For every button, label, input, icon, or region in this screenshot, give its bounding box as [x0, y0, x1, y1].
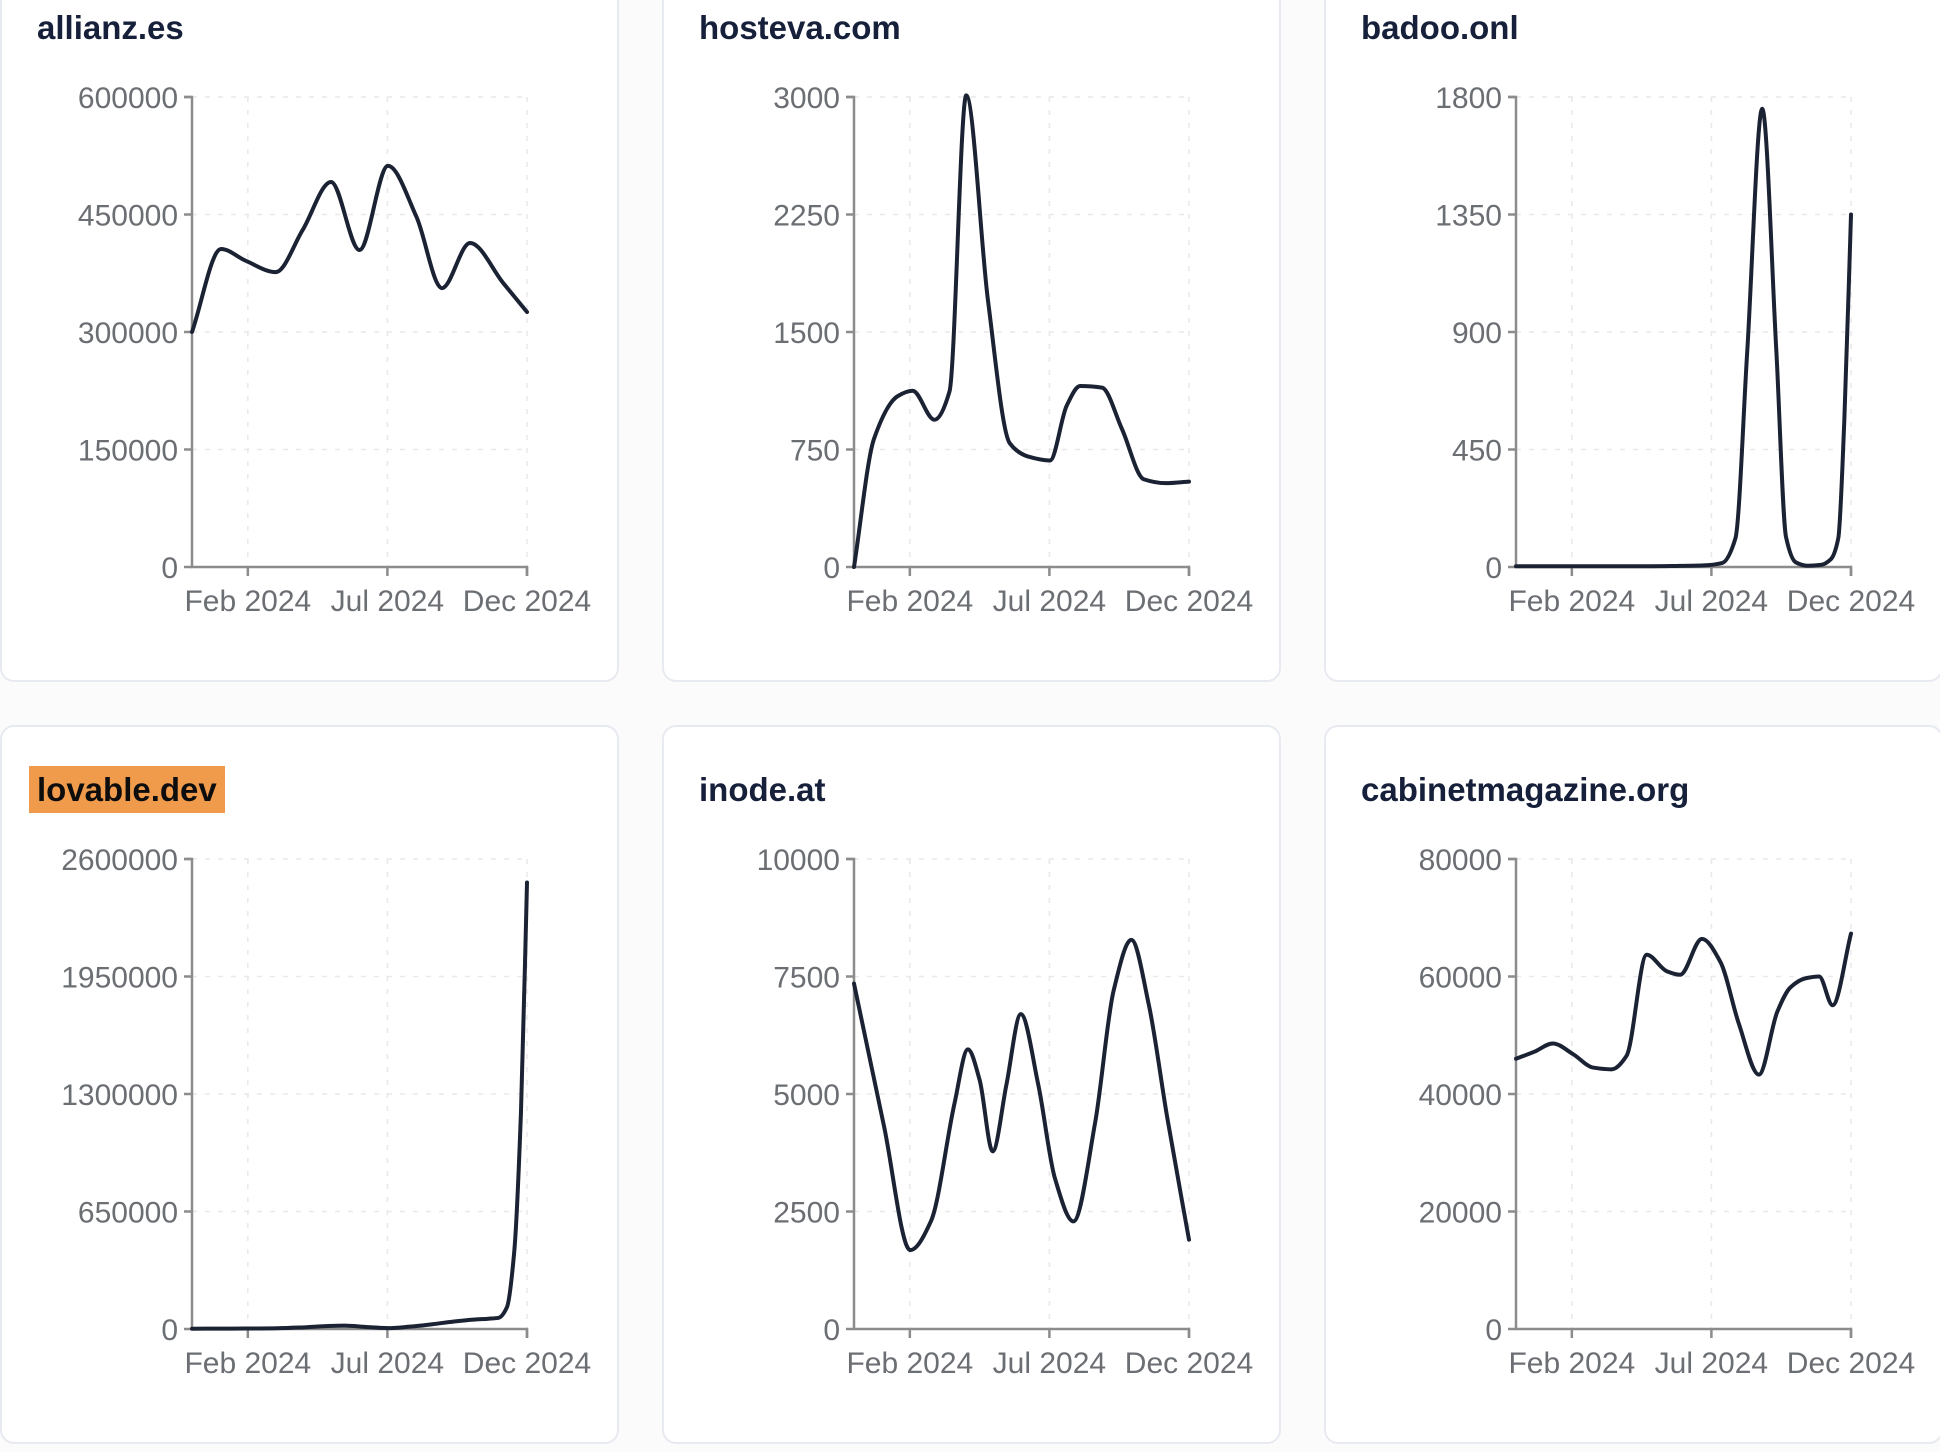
y-tick-label: 7500: [773, 962, 840, 995]
x-tick-label: Jul 2024: [1655, 1347, 1768, 1380]
traffic-chart: 0 2500 5000 7500 10000 Feb 2024 Jul 2024 Dec 20…: [757, 844, 1254, 1380]
domain-title[interactable]: hosteva.com: [699, 9, 901, 47]
y-tick-label: 1350: [1435, 200, 1502, 233]
x-tick-label: Feb 2024: [846, 1347, 973, 1380]
traffic-line: [190, 163, 529, 334]
axis: [184, 95, 529, 576]
x-tick-label: Jul 2024: [331, 585, 444, 618]
gridlines: [1516, 96, 1852, 567]
y-tick-label: 750: [790, 435, 840, 468]
domain-title-text: inode.at: [699, 771, 826, 808]
x-tick-label: Dec 2024: [463, 1347, 591, 1380]
domain-title[interactable]: allianz.es: [37, 9, 184, 47]
y-tick-label: 650000: [78, 1197, 178, 1230]
y-tick-label: 0: [161, 552, 178, 585]
y-tick-label: 150000: [78, 435, 178, 468]
x-tick-label: Feb 2024: [846, 585, 973, 618]
y-tick-label: 1300000: [61, 1079, 178, 1112]
y-tick-label: 3000: [773, 82, 840, 115]
domain-title[interactable]: lovable.dev: [29, 766, 225, 813]
x-tick-label: Dec 2024: [1125, 1347, 1253, 1380]
y-tick-label: 450: [1452, 435, 1502, 468]
domain-title[interactable]: badoo.onl: [1361, 9, 1519, 47]
domain-title[interactable]: inode.at: [699, 771, 826, 809]
domain-title-text: badoo.onl: [1361, 9, 1519, 46]
chart-card-allianz.es: allianz.es 0 150000 300000 450000 600000 Feb 2…: [0, 0, 619, 682]
gridlines: [1516, 858, 1852, 1329]
traffic-chart: 0 150000 300000 450000 600000 Feb 2024 Jul 202…: [78, 82, 591, 618]
traffic-line: [1514, 106, 1853, 569]
traffic-chart: 0 650000 1300000 1950000 2600000 Feb 2024 Jul …: [61, 844, 591, 1380]
axis: [1508, 95, 1853, 576]
x-tick-label: Dec 2024: [1787, 585, 1915, 618]
y-tick-label: 1800: [1435, 82, 1502, 115]
domain-title-text: hosteva.com: [699, 9, 901, 46]
y-tick-label: 0: [1485, 552, 1502, 585]
x-tick-label: Feb 2024: [184, 1347, 311, 1380]
axis: [846, 95, 1191, 576]
axis: [1508, 857, 1853, 1338]
y-tick-label: 2600000: [61, 844, 178, 877]
traffic-line: [852, 93, 1191, 569]
y-tick-label: 10000: [757, 844, 840, 877]
y-tick-label: 40000: [1419, 1079, 1502, 1112]
y-tick-label: 0: [823, 1314, 840, 1347]
x-tick-label: Dec 2024: [1125, 585, 1253, 618]
y-tick-label: 900: [1452, 317, 1502, 350]
traffic-chart: 0 20000 40000 60000 80000 Feb 2024 Jul 2024 Dec…: [1419, 844, 1916, 1380]
x-tick-label: Feb 2024: [1508, 585, 1635, 618]
y-tick-label: 1500: [773, 317, 840, 350]
axis: [846, 857, 1191, 1338]
y-tick-label: 60000: [1419, 962, 1502, 995]
chart-card-hosteva.com: hosteva.com 0 750 1500 2250 3000 Feb 2024 Jul 2…: [662, 0, 1281, 682]
traffic-chart: 0 750 1500 2250 3000 Feb 2024 Jul 2024 Dec 2024: [773, 82, 1253, 618]
axis-domain: [184, 857, 529, 1338]
x-tick-label: Feb 2024: [184, 585, 311, 618]
traffic-line: [852, 937, 1191, 1253]
x-tick-label: Jul 2024: [993, 585, 1106, 618]
x-tick-label: Dec 2024: [1787, 1347, 1915, 1380]
domain-title-highlighted-text: lovable.dev: [29, 766, 225, 813]
chart-card-badoo.onl: badoo.onl 0 450 900 1350 1800 Feb 2024 Jul 2024…: [1324, 0, 1940, 682]
gridlines: [854, 858, 1190, 1329]
y-tick-label: 1950000: [61, 962, 178, 995]
y-tick-label: 2500: [773, 1197, 840, 1230]
traffic-chart: 0 450 900 1350 1800 Feb 2024 Jul 2024 Dec 2024: [1435, 82, 1915, 618]
chart-card-inode.at: inode.at 0 2500 5000 7500 10000 Feb 2024 Jul 20…: [662, 725, 1281, 1444]
axis-domain: [1508, 857, 1853, 1338]
y-tick-label: 80000: [1419, 844, 1502, 877]
y-tick-label: 5000: [773, 1079, 840, 1112]
x-tick-label: Jul 2024: [993, 1347, 1106, 1380]
axis-domain: [846, 857, 1191, 1338]
traffic-line: [1514, 931, 1853, 1077]
y-tick-label: 300000: [78, 317, 178, 350]
y-tick-label: 2250: [773, 200, 840, 233]
y-tick-label: 0: [161, 1314, 178, 1347]
axis-domain: [1508, 95, 1853, 576]
domain-title-text: allianz.es: [37, 9, 184, 46]
y-tick-label: 450000: [78, 200, 178, 233]
axis-domain: [184, 95, 529, 576]
axis: [184, 857, 529, 1338]
y-tick-label: 600000: [78, 82, 178, 115]
y-tick-label: 0: [1485, 1314, 1502, 1347]
gridlines: [192, 858, 528, 1329]
chart-card-lovable.dev: lovable.dev 0 650000 1300000 1950000 2600000 F…: [0, 725, 619, 1444]
chart-card-cabinetmagazine.org: cabinetmagazine.org 0 20000 40000 60000 80000…: [1324, 725, 1940, 1444]
x-tick-label: Jul 2024: [331, 1347, 444, 1380]
traffic-line: [190, 880, 529, 1331]
y-tick-label: 0: [823, 552, 840, 585]
x-tick-label: Dec 2024: [463, 585, 591, 618]
gridlines: [854, 96, 1190, 567]
domain-title-text: cabinetmagazine.org: [1361, 771, 1690, 808]
axis-domain: [846, 95, 1191, 576]
x-tick-label: Jul 2024: [1655, 585, 1768, 618]
domain-title[interactable]: cabinetmagazine.org: [1361, 771, 1689, 809]
y-tick-label: 20000: [1419, 1197, 1502, 1230]
gridlines: [192, 96, 528, 567]
x-tick-label: Feb 2024: [1508, 1347, 1635, 1380]
